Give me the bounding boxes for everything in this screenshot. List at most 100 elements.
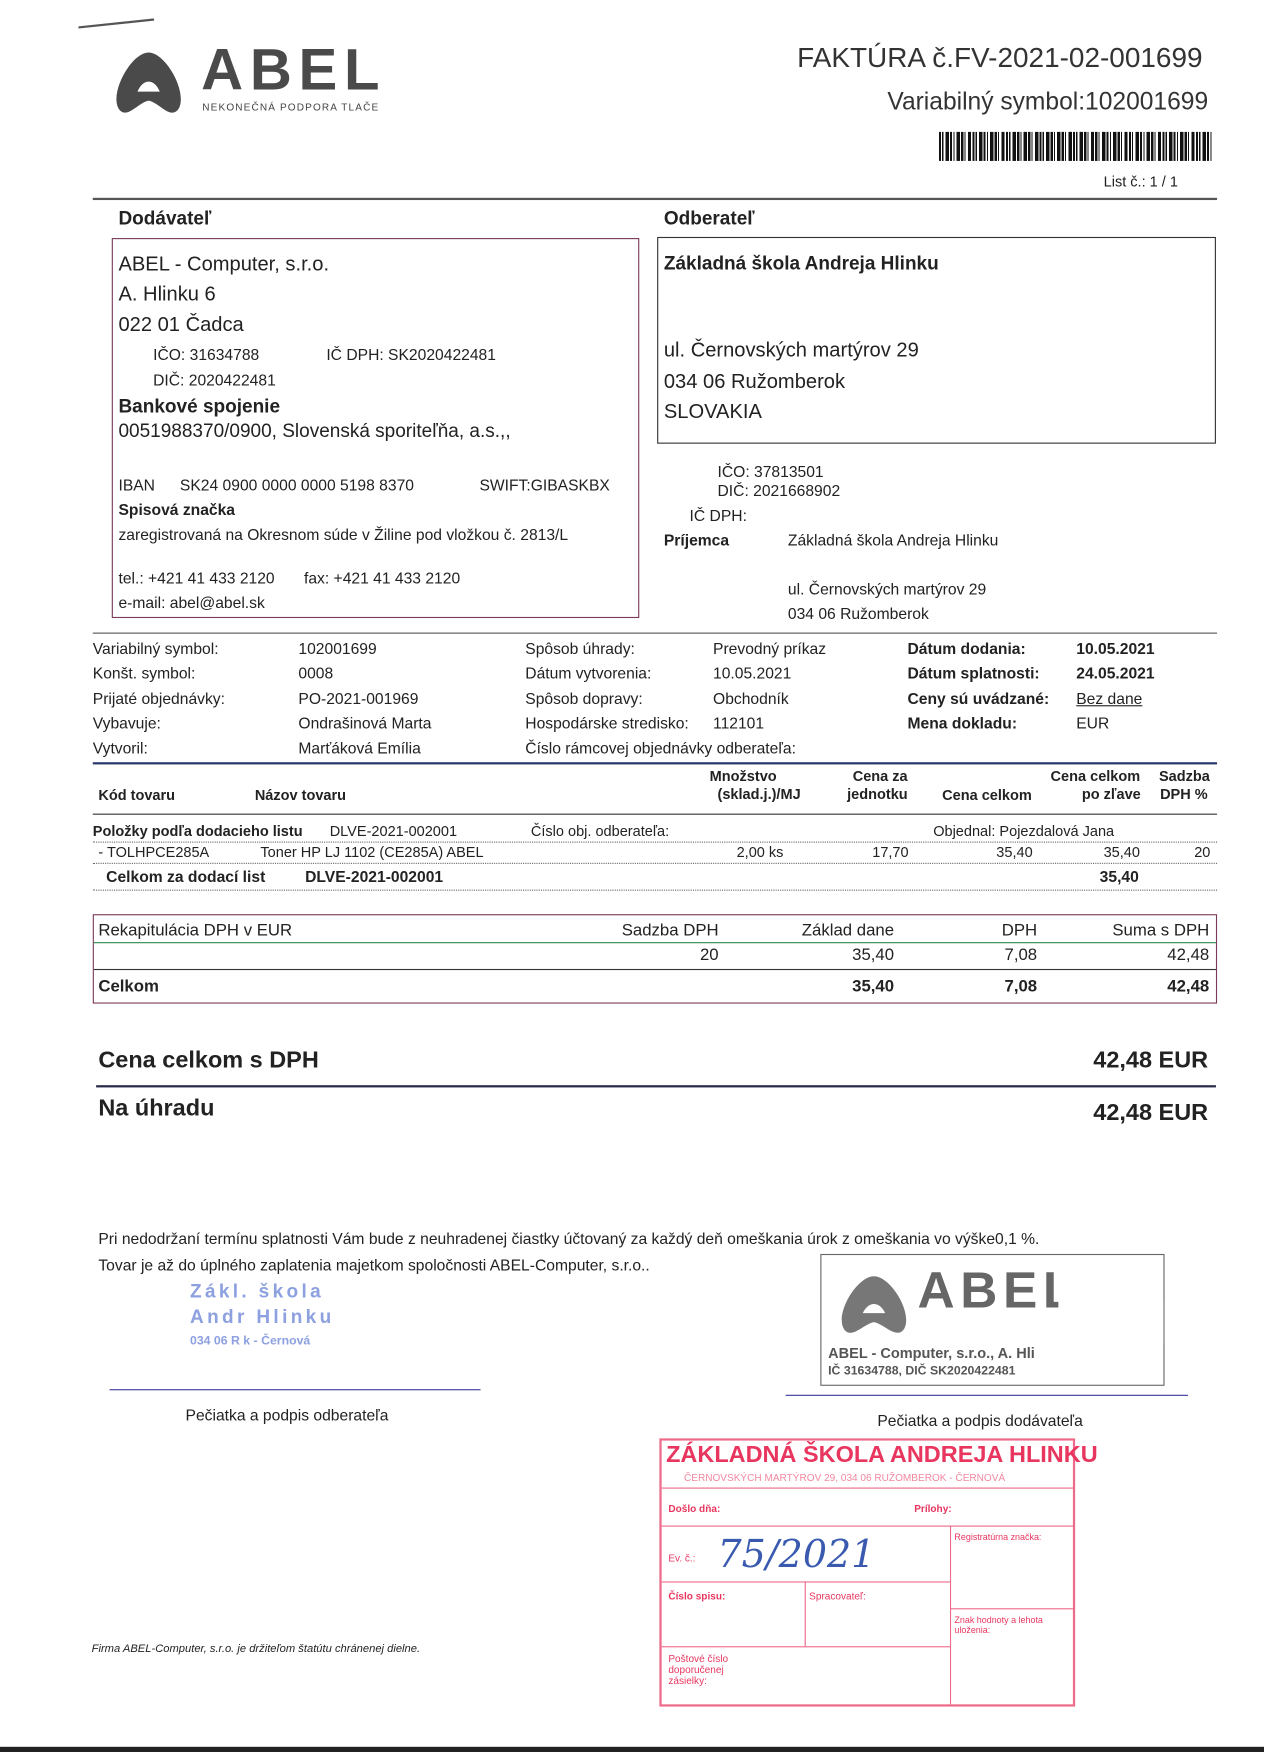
stamp-line: Zákl. škola: [189, 1280, 325, 1303]
stamp-line: IČ 31634788, DIČ SK2020422481: [828, 1364, 1016, 1379]
supplier-email: e-mail: abel@abel.sk: [118, 593, 265, 612]
signature-line: [109, 1389, 481, 1391]
customer-country: SLOVAKIA: [663, 400, 762, 423]
group-delivery-note: DLVE-2021-002001: [329, 822, 458, 840]
registry-stamp-subtitle: ČERNOVSKÝCH MARTÝROV 29, 034 06 RUŽOMBER…: [683, 1471, 1006, 1484]
divider: [96, 1085, 1216, 1088]
iban-label: IBAN: [118, 476, 155, 494]
col-header-name: Názov tovaru: [254, 786, 347, 804]
customer-dic: DIČ: 2021668902: [717, 481, 841, 500]
reg-no-label: Ev. č.:: [668, 1552, 696, 1564]
total-with-vat-label: Cena celkom s DPH: [98, 1047, 319, 1073]
vat-recap-cell: Celkom: [98, 976, 159, 996]
col-header-vat: Sadzba: [1158, 767, 1210, 785]
info-value: Prevodný príkaz: [713, 639, 827, 658]
supplier-signature-label: Pečiatka a podpis dodávateľa: [877, 1411, 1083, 1430]
vat-recap-table: [92, 914, 1218, 1004]
col-header-qty: Množstvo: [709, 767, 777, 785]
supplier-city: 022 01 Čadca: [118, 312, 244, 336]
received-label: Došlo dňa:: [668, 1503, 721, 1515]
bank-account: 0051988370/0900, Slovenská sporiteľňa, a…: [118, 420, 511, 442]
registry-stamp: ZÁKLADNÁ ŠKOLA ANDREJA HLINKU ČERNOVSKÝC…: [659, 1438, 1098, 1707]
vat-recap-header: Sadzba DPH: [621, 920, 719, 940]
info-label: Prijaté objednávky:: [92, 689, 225, 707]
info-value: 102001699: [298, 639, 377, 658]
subtotal-value: 35,40: [1099, 867, 1139, 886]
vat-recap-cell: 35,40: [852, 976, 895, 996]
info-value: Bez dane: [1076, 689, 1143, 707]
scan-mark: [78, 18, 155, 29]
scan-edge: [0, 1746, 1264, 1752]
info-value: Obchodník: [713, 689, 789, 707]
item-qty: 2,00 ks: [736, 843, 784, 861]
item-code: - TOLHPCE285A: [98, 843, 210, 861]
col-header-unit-price-2: jednotku: [847, 785, 908, 803]
total-with-vat: 42,48 EUR: [1093, 1047, 1209, 1073]
col-header-unit-price: Cena za: [852, 767, 908, 785]
col-header-code: Kód tovaru: [98, 786, 176, 804]
supplier-box: ABEL - Computer, s.r.o. A. Hlinku 6 022 …: [111, 238, 640, 619]
customer-heading: Odberateľ: [663, 207, 755, 230]
supplier-phone: tel.: +421 41 433 2120: [118, 568, 275, 587]
item-name: Toner HP LJ 1102 (CE285A) ABEL: [260, 843, 484, 861]
bank-heading: Bankové spojenie: [118, 395, 281, 417]
supplier-icdph: IČ DPH: SK2020422481: [326, 345, 496, 364]
variable-symbol: Variabilný symbol:102001699: [887, 87, 1209, 116]
vat-recap-header: Rekapitulácia DPH v EUR: [98, 920, 293, 940]
amount-due-label: Na úhradu: [98, 1095, 215, 1121]
info-label: Ceny sú uvádzané:: [907, 689, 1050, 707]
vat-recap-header: DPH: [1001, 920, 1038, 940]
recipient-street: ul. Černovských martýrov 29: [787, 580, 987, 598]
supplier-name: ABEL - Computer, s.r.o.: [118, 252, 330, 275]
group-ordered-by: Objednal: Pojezdalová Jana: [933, 822, 1115, 840]
info-label: Mena dokladu:: [907, 714, 1018, 732]
divider: [92, 197, 1218, 201]
late-payment-note: Pri nedodržaní termínu splatnosti Vám bu…: [98, 1229, 1040, 1248]
reg-mark-label: Registratúrna značka:: [954, 1532, 1042, 1543]
page-number: List č.: 1 / 1: [1103, 173, 1178, 190]
info-value: 0008: [298, 664, 334, 683]
supplier-street: A. Hlinku 6: [118, 282, 216, 306]
invoice-title: FAKTÚRA č.FV-2021-02-001699: [797, 42, 1203, 74]
info-value: 24.05.2021: [1076, 664, 1155, 683]
barcode: [938, 131, 1212, 161]
divider: [92, 841, 1218, 843]
info-label: Vytvoril:: [92, 738, 148, 757]
info-value: Marťáková Emília: [298, 738, 421, 757]
customer-street: ul. Černovských martýrov 29: [663, 338, 919, 361]
customer-ico: IČO: 37813501: [717, 462, 824, 481]
customer-signature-label: Pečiatka a podpis odberateľa: [185, 1405, 389, 1424]
registry-stamp-title: ZÁKLADNÁ ŠKOLA ANDREJA HLINKU: [666, 1441, 1098, 1468]
subtotal-label: Celkom za dodací list: [106, 867, 266, 886]
vat-recap-header: Suma s DPH: [1112, 920, 1210, 940]
reg-no-handwritten: 75/2021: [717, 1532, 876, 1577]
reg-heading: Spisová značka: [118, 500, 236, 519]
item-vat: 20: [1194, 843, 1211, 861]
vat-recap-header: Základ dane: [801, 920, 895, 940]
col-header-total: Cena celkom: [942, 786, 1032, 804]
supplier-stamp: ABEL ABEL - Computer, s.r.o., A. Hli IČ …: [820, 1253, 1165, 1386]
supplier-fax: fax: +421 41 433 2120: [303, 568, 461, 587]
info-value: PO-2021-001969: [298, 689, 419, 707]
stamp-line: ABEL - Computer, s.r.o., A. Hli: [828, 1344, 1035, 1362]
info-label: Spôsob úhrady:: [525, 639, 635, 658]
info-value: 10.05.2021: [1076, 639, 1155, 658]
stamp-logo-text: ABEL: [917, 1260, 1080, 1319]
retention-label: Znak hodnoty a lehota uloženia:: [954, 1614, 1043, 1636]
info-label: Vybavuje:: [92, 714, 161, 732]
vat-recap-cell: 7,08: [1004, 945, 1038, 965]
info-label: Spôsob dopravy:: [525, 689, 643, 707]
abel-stamp-logo-icon: [841, 1276, 907, 1333]
supplier-ico: IČO: 31634788: [153, 345, 260, 364]
subtotal-delivery-note: DLVE-2021-002001: [305, 867, 444, 886]
info-label: Dátum splatnosti:: [907, 664, 1040, 683]
recipient-label: Príjemca: [663, 530, 730, 549]
amount-due: 42,48 EUR: [1093, 1099, 1209, 1126]
col-header-discounted-2: po zľave: [1081, 785, 1141, 803]
col-header-qty-unit: (sklad.j.)/MJ: [717, 785, 801, 803]
recipient-city: 034 06 Ružomberok: [787, 604, 929, 623]
postal-label: Poštové číslo doporučenej zásielky:: [668, 1652, 729, 1687]
info-value: Ondrašinová Marta: [298, 714, 432, 732]
info-label: Hospodárske stredisko:: [525, 714, 689, 732]
protected-workshop-note: Firma ABEL-Computer, s.r.o. je držiteľom…: [91, 1642, 421, 1656]
